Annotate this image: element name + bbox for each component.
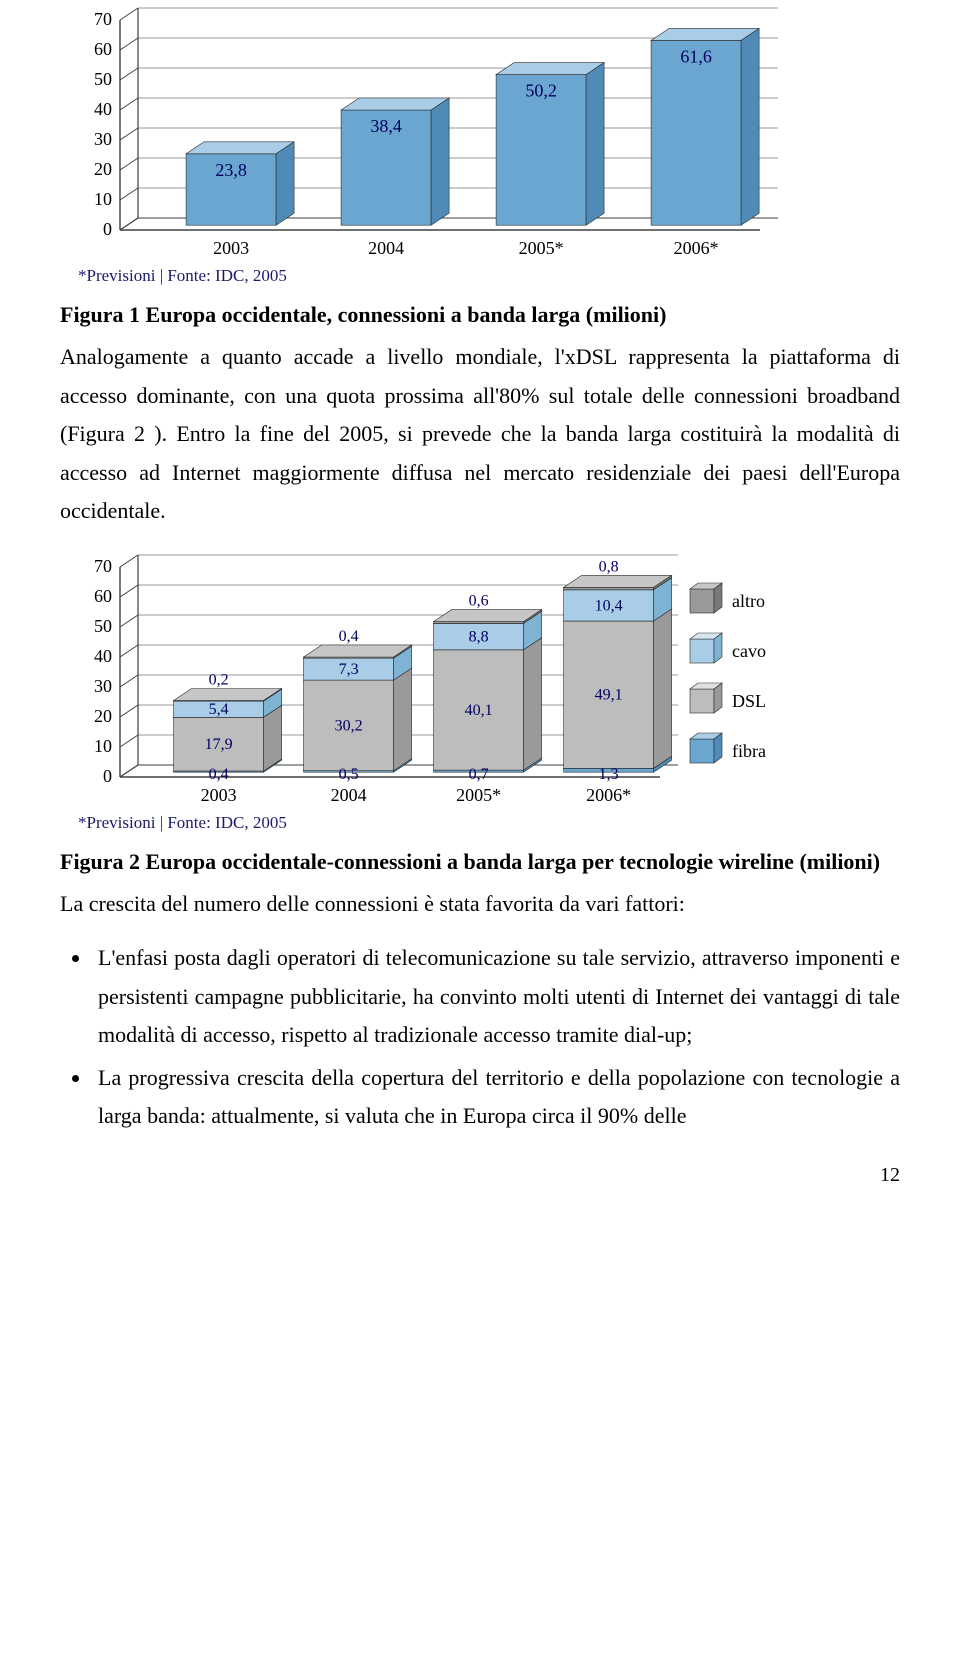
paragraph-1: Analogamente a quanto accade a livello m… — [60, 338, 900, 531]
svg-text:2003: 2003 — [213, 238, 249, 258]
svg-text:2005*: 2005* — [519, 238, 564, 258]
svg-text:20: 20 — [94, 159, 112, 179]
svg-text:10: 10 — [94, 736, 112, 756]
svg-text:0,4: 0,4 — [339, 628, 359, 645]
chart-2: 0 10 20 30 40 50 60 70 0,2 5,4 17,9 0,4 2003 0,4 7,3 30… — [60, 547, 900, 807]
svg-text:70: 70 — [94, 9, 112, 29]
svg-text:60: 60 — [94, 39, 112, 59]
chart-1-footnote: *Previsioni | Fonte: IDC, 2005 — [78, 266, 900, 286]
svg-text:DSL: DSL — [732, 691, 766, 711]
svg-text:7,3: 7,3 — [339, 661, 359, 678]
svg-text:2006*: 2006* — [586, 785, 631, 805]
figure-2-caption: Figura 2 Europa occidentale-connessioni … — [60, 849, 900, 875]
svg-text:50: 50 — [94, 69, 112, 89]
chart-2-footnote: *Previsioni | Fonte: IDC, 2005 — [78, 813, 900, 833]
svg-text:60: 60 — [94, 586, 112, 606]
svg-text:30: 30 — [94, 129, 112, 149]
svg-text:fibra: fibra — [732, 741, 766, 761]
svg-text:2004: 2004 — [331, 785, 367, 805]
svg-text:50: 50 — [94, 616, 112, 636]
bullet-list: L'enfasi posta dagli operatori di teleco… — [92, 939, 900, 1136]
svg-text:40: 40 — [94, 646, 112, 666]
svg-text:17,9: 17,9 — [205, 736, 233, 753]
bullet-item: L'enfasi posta dagli operatori di teleco… — [92, 939, 900, 1055]
svg-text:0,4: 0,4 — [209, 766, 229, 783]
svg-text:40: 40 — [94, 99, 112, 119]
svg-text:8,8: 8,8 — [469, 628, 489, 645]
page-number: 12 — [60, 1164, 900, 1187]
svg-text:0: 0 — [103, 219, 112, 239]
svg-text:0,8: 0,8 — [599, 558, 619, 575]
svg-text:61,6: 61,6 — [680, 46, 712, 66]
svg-text:5,4: 5,4 — [209, 701, 229, 718]
svg-text:50,2: 50,2 — [525, 81, 557, 101]
svg-text:2006*: 2006* — [674, 238, 719, 258]
svg-text:40,1: 40,1 — [465, 701, 493, 718]
svg-text:0,7: 0,7 — [469, 766, 489, 783]
svg-text:70: 70 — [94, 556, 112, 576]
svg-text:2004: 2004 — [368, 238, 404, 258]
svg-text:49,1: 49,1 — [595, 686, 623, 703]
svg-text:20: 20 — [94, 706, 112, 726]
svg-text:cavo: cavo — [732, 641, 766, 661]
svg-text:altro: altro — [732, 591, 765, 611]
chart-2-svg: 0 10 20 30 40 50 60 70 0,2 5,4 17,9 0,4 2003 0,4 7,3 30… — [60, 547, 820, 807]
svg-text:2003: 2003 — [201, 785, 237, 805]
svg-text:30,2: 30,2 — [335, 717, 363, 734]
svg-text:30: 30 — [94, 676, 112, 696]
paragraph-2-intro: La crescita del numero delle connessioni… — [60, 885, 900, 924]
svg-text:10,4: 10,4 — [595, 597, 623, 614]
svg-text:0: 0 — [103, 766, 112, 786]
svg-text:0,2: 0,2 — [209, 671, 229, 688]
svg-text:2005*: 2005* — [456, 785, 501, 805]
bullet-item: La progressiva crescita della copertura … — [92, 1059, 900, 1136]
svg-text:0,6: 0,6 — [469, 592, 489, 609]
figure-1-caption: Figura 1 Europa occidentale, connessioni… — [60, 302, 900, 328]
svg-text:1,3: 1,3 — [599, 766, 619, 783]
chart-1-svg: 0 10 20 30 40 50 60 70 23,8 2003 38,4 2004 50,2 2005*… — [60, 0, 780, 260]
svg-text:10: 10 — [94, 189, 112, 209]
svg-text:0,5: 0,5 — [339, 766, 359, 783]
chart-1: 0 10 20 30 40 50 60 70 23,8 2003 38,4 2004 50,2 2005*… — [60, 0, 900, 260]
svg-text:23,8: 23,8 — [215, 160, 247, 180]
svg-text:38,4: 38,4 — [370, 116, 402, 136]
